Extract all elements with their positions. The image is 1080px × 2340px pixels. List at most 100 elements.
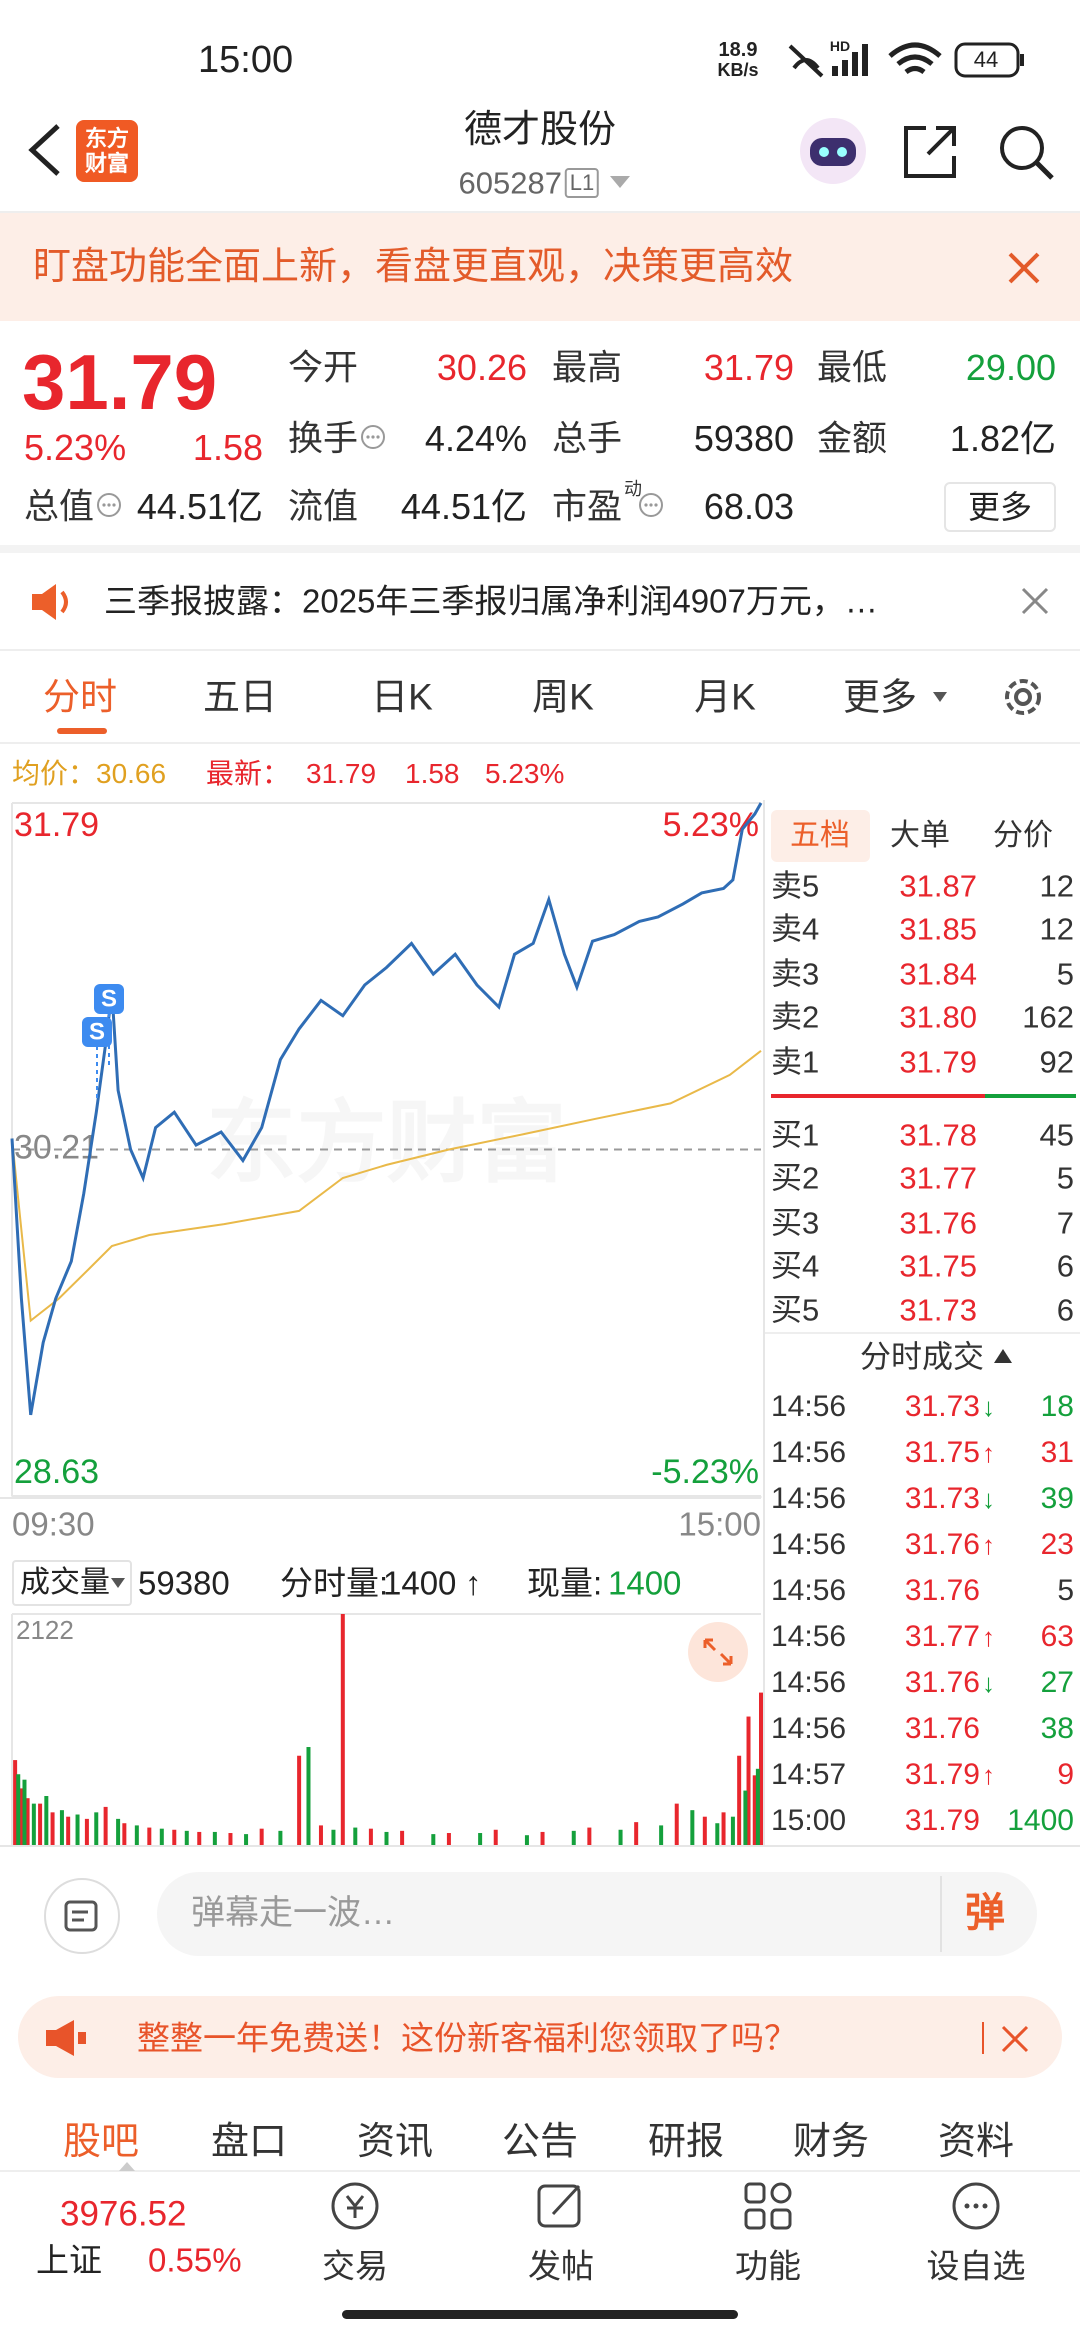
- sub-tab[interactable]: 盘口: [210, 2121, 288, 2163]
- volume-bar: [16, 1774, 21, 1845]
- field-label-sup: 动: [624, 479, 642, 499]
- danmaku-button[interactable]: 弹: [965, 1891, 1005, 1935]
- index-name[interactable]: 上证: [36, 2241, 102, 2279]
- more-button[interactable]: [944, 482, 1056, 532]
- chart-tab[interactable]: 分时: [43, 676, 117, 718]
- last-price: 31.79: [306, 758, 377, 789]
- trade-price: 31.76: [904, 1574, 980, 1607]
- volume-bar: [524, 1835, 529, 1845]
- expand-button: [688, 1622, 748, 1682]
- index-value[interactable]: 3976.52: [60, 2194, 187, 2234]
- divider: [0, 649, 1080, 651]
- volume-bar: [759, 1692, 763, 1845]
- chart-tab[interactable]: 更多: [843, 676, 917, 718]
- level-badge: L1: [564, 168, 600, 198]
- trade-time: 15:00: [771, 1804, 847, 1837]
- nav-icon-functions: [744, 2182, 792, 2230]
- sub-tab[interactable]: 财务: [792, 2121, 870, 2163]
- volume-tick-label: 2122: [16, 1615, 74, 1645]
- sub-tab[interactable]: 股吧: [62, 2121, 140, 2163]
- chart-tab[interactable]: 周K: [532, 676, 594, 718]
- current-volume-label: 现量:: [527, 1564, 603, 1602]
- trade-price: 31.76: [904, 1666, 980, 1699]
- chart-tab[interactable]: 五日: [203, 676, 277, 718]
- nav-item[interactable]: 发帖: [528, 2247, 594, 2285]
- nav-item[interactable]: 设自选: [926, 2247, 1026, 2285]
- trades-toggle[interactable]: [992, 1347, 1014, 1365]
- notice-close[interactable]: [1020, 586, 1050, 616]
- net-speed: 18.9: [718, 39, 758, 61]
- search-button[interactable]: [996, 122, 1056, 182]
- info-icon[interactable]: [360, 424, 386, 450]
- trade-time: 14:56: [771, 1574, 847, 1607]
- divider: [765, 1332, 1080, 1334]
- order-tab[interactable]: 五档: [790, 819, 850, 852]
- volume-bar: [75, 1814, 80, 1845]
- chart-settings[interactable]: [998, 670, 1048, 724]
- back-button[interactable]: [20, 120, 70, 180]
- volume-bar: [212, 1831, 217, 1845]
- minute-volume-label: 分时量:: [280, 1564, 389, 1602]
- volume-bar: [66, 1816, 71, 1845]
- volume-bar: [38, 1803, 43, 1845]
- field-value: 68.03: [703, 486, 794, 527]
- volume-bar: [318, 1825, 323, 1845]
- book-price: 31.77: [899, 1160, 977, 1196]
- book-volume: 45: [1039, 1117, 1074, 1153]
- trades-title[interactable]: 分时成交: [860, 1339, 984, 1375]
- sub-tab[interactable]: 资讯: [356, 2121, 434, 2163]
- book-price: 31.80: [899, 999, 977, 1035]
- notice-text[interactable]: 三季报披露：2025年三季报归属净利润4907万元，…: [104, 582, 878, 620]
- field-value: 29.00: [965, 347, 1056, 388]
- trade-price: 31.77: [904, 1620, 980, 1653]
- chart-tab[interactable]: 月K: [694, 676, 756, 718]
- book-volume: 12: [1039, 911, 1074, 947]
- volume-selector[interactable]: [12, 1560, 132, 1606]
- nav-item[interactable]: 交易: [322, 2247, 388, 2285]
- info-icon[interactable]: [96, 492, 122, 518]
- book-level: 买2: [771, 1160, 820, 1196]
- sub-tab[interactable]: 研报: [647, 2121, 725, 2163]
- order-tab[interactable]: 分价: [993, 819, 1053, 852]
- field-label: 总值: [24, 487, 95, 527]
- assistant-avatar[interactable]: [796, 116, 870, 186]
- book-volume: 6: [1056, 1292, 1074, 1328]
- ad-banner[interactable]: [18, 1996, 1062, 2078]
- trade-volume: 63: [1040, 1620, 1074, 1653]
- volume-total: 59380: [138, 1564, 230, 1602]
- field-label: 今开: [288, 348, 359, 388]
- promo-banner[interactable]: [0, 213, 1080, 321]
- volume-bar: [259, 1828, 264, 1845]
- volume-bar: [571, 1830, 576, 1845]
- volume-bar: [147, 1827, 152, 1845]
- sub-tab[interactable]: 公告: [501, 2121, 579, 2163]
- book-price: 31.87: [899, 868, 977, 904]
- volume-bar: [400, 1830, 405, 1845]
- ad-close[interactable]: [1000, 2024, 1030, 2054]
- index-change[interactable]: 0.55%: [148, 2241, 242, 2279]
- comment-placeholder: 弹幕走一波…: [191, 1894, 395, 1932]
- field-label: 市盈: [552, 487, 623, 527]
- trade-arrow: ↑: [982, 1760, 995, 1790]
- share-button[interactable]: [900, 122, 960, 182]
- info-icon[interactable]: [638, 492, 664, 518]
- volume-bar: [353, 1827, 358, 1845]
- banner-close[interactable]: [1006, 250, 1042, 286]
- order-tab[interactable]: 大单: [890, 819, 950, 852]
- volume-bar: [493, 1829, 498, 1845]
- volume-bar: [478, 1833, 483, 1845]
- book-price: 31.75: [899, 1248, 977, 1284]
- nav-item[interactable]: 功能: [735, 2247, 801, 2285]
- comment-input[interactable]: [157, 1872, 1037, 1956]
- trade-arrow: ↓: [982, 1392, 995, 1422]
- field-value: 30.26: [436, 347, 527, 388]
- avg-price: 30.66: [96, 758, 167, 789]
- volume-bar: [587, 1827, 592, 1845]
- chart-tab[interactable]: 日K: [371, 676, 433, 718]
- danmaku-settings[interactable]: [42, 1876, 122, 1956]
- volume-bar: [674, 1803, 679, 1845]
- volume-bar: [244, 1834, 249, 1845]
- code-dropdown[interactable]: [608, 174, 632, 190]
- sub-tab[interactable]: 资料: [937, 2121, 1015, 2163]
- y-tick-label: 30.21: [14, 1128, 99, 1166]
